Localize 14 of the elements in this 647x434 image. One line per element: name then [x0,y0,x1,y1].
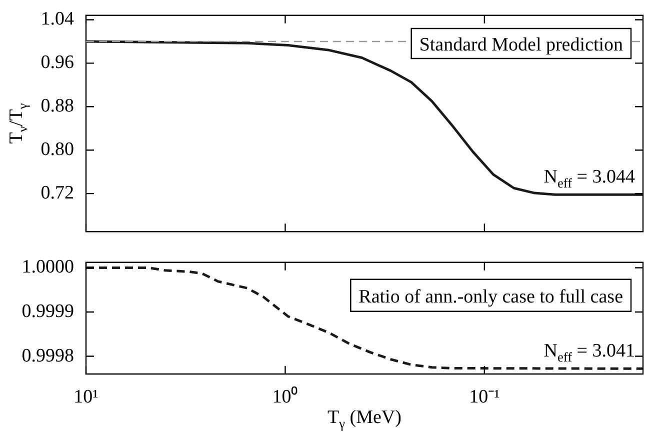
x-tick-label: 10⁰ [272,385,298,408]
y-tick-label: 0.88 [40,96,74,117]
y-tick-label: 0.9999 [22,300,74,322]
y-tick-label: 0.96 [40,52,74,74]
y-tick-label: 0.9998 [22,345,74,366]
y-axis-title: Tν/Tγ [6,103,30,144]
ref-line-label: Standard Model prediction [419,34,624,56]
y-tick-label: 1.04 [40,8,74,30]
x-tick-label: 10¹ [74,386,99,408]
y-tick-label: 1.0000 [22,256,74,278]
y-tick-label: 0.80 [40,139,74,160]
x-tick-label: 10⁻¹ [469,386,500,408]
annotation: Ratio of ann.-only case to full case [358,286,624,308]
y-tick-label: 0.72 [40,182,74,204]
